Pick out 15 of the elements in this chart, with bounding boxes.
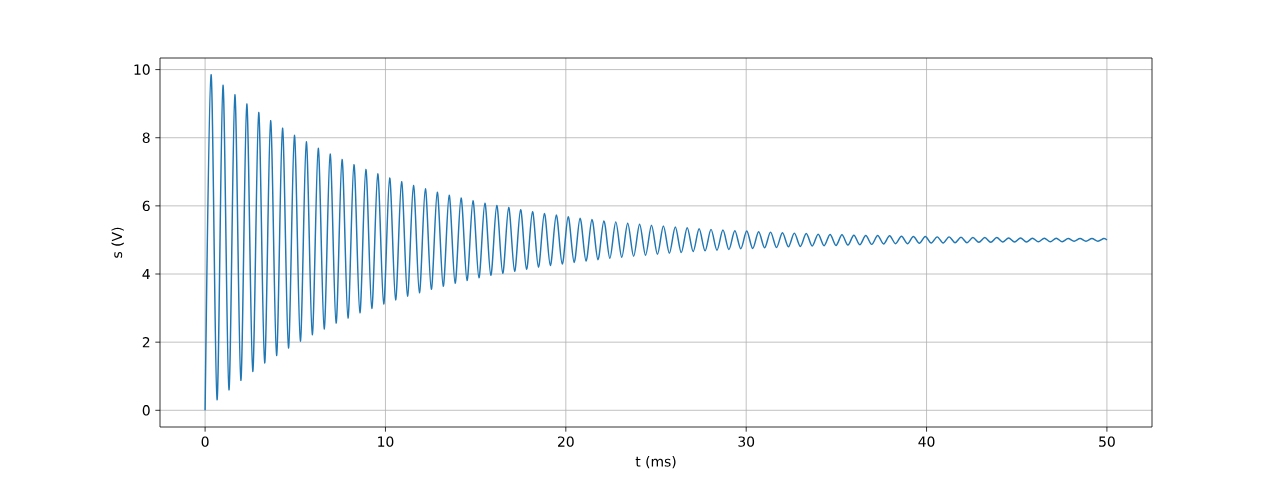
line-series — [204, 73, 1108, 412]
x-axis-title: t (ms) — [635, 456, 676, 469]
x-tick-label: 20 — [558, 436, 574, 447]
x-tick-label: 30 — [738, 436, 755, 447]
x-tick-label: 40 — [918, 436, 935, 447]
y-tick-label: 4 — [142, 268, 150, 280]
y-tick-label: 2 — [142, 337, 150, 348]
x-tick-label: 50 — [1099, 436, 1115, 447]
y-axis-title: s (V) — [111, 227, 124, 258]
x-tick-label: 0 — [201, 436, 209, 447]
x-tick-label: 10 — [378, 436, 394, 447]
y-tick-label: 0 — [142, 405, 150, 416]
y-tick-label: 8 — [142, 132, 150, 143]
y-tick-label: 10 — [134, 64, 150, 75]
y-tick-label: 6 — [142, 200, 150, 212]
